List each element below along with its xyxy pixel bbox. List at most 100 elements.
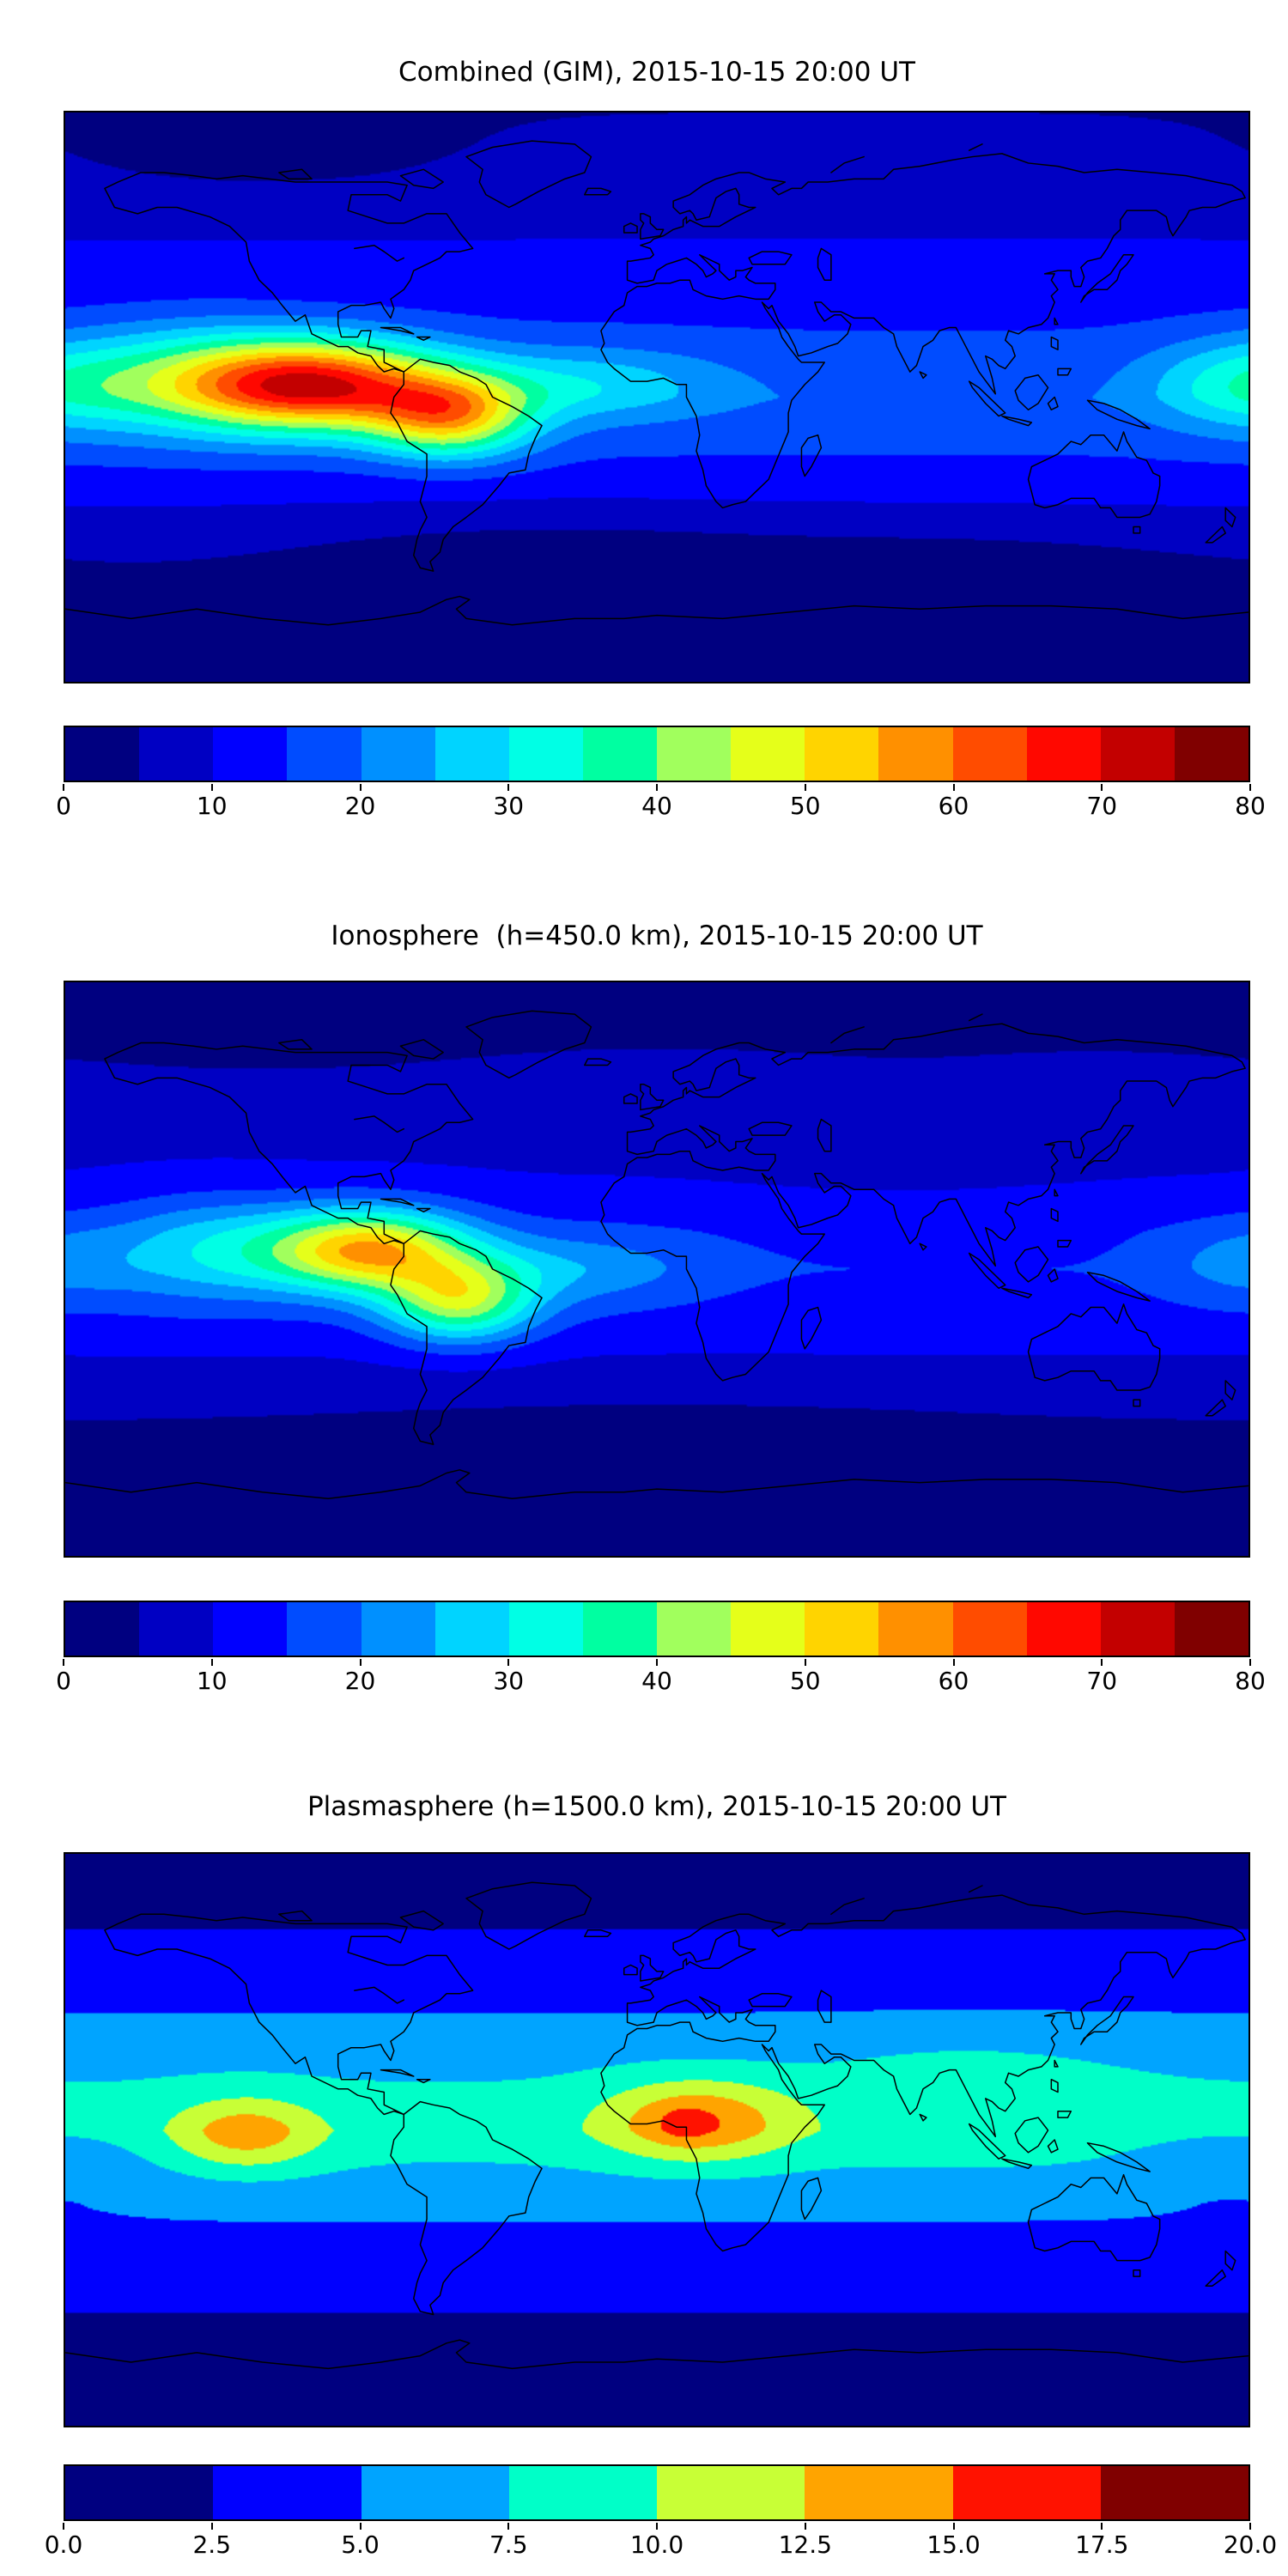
colorbar-tick-label: 40 [641, 792, 672, 820]
colorbar-segment [1026, 1602, 1101, 1656]
colorbar-tick-label: 5.0 [341, 2530, 380, 2559]
colorbar-tick-label: 60 [938, 792, 969, 820]
colorbar-segment [878, 727, 953, 781]
colorbar-segment [1100, 727, 1175, 781]
colorbar-segment [805, 2466, 953, 2519]
colorbar-segment [1174, 727, 1249, 781]
colorbar-tick-mark [507, 2523, 510, 2530]
colorbar-tick-label: 0 [56, 792, 71, 820]
colorbar-tick-label: 50 [789, 1667, 821, 1695]
colorbar-tick-mark [210, 784, 213, 791]
coastline-overlay [65, 982, 1249, 1556]
colorbar-segment [434, 727, 509, 781]
colorbar-segment [139, 727, 214, 781]
colorbar-segment [1174, 1602, 1249, 1656]
colorbar-segment [213, 1602, 288, 1656]
colorbar-tick-mark [1101, 784, 1103, 791]
colorbar-tick-mark [1101, 2523, 1103, 2530]
coastline-overlay [65, 112, 1249, 682]
colorbar-segment [805, 1602, 879, 1656]
tec-contour-canvas [65, 112, 1249, 682]
colorbar-tick-label: 30 [493, 792, 525, 820]
colorbar-segment [952, 1602, 1027, 1656]
colorbar-tick-mark [210, 1659, 213, 1666]
colorbar-tick-mark [63, 784, 64, 791]
colorbar-tick-mark [1249, 2523, 1251, 2530]
colorbar-tick-label: 50 [789, 792, 821, 820]
colorbar-segment [878, 1602, 953, 1656]
colorbar-tick-mark [63, 2523, 64, 2530]
colorbar-tick-mark [804, 1659, 806, 1666]
colorbar-ticks: 0.0 2.5 5.0 7.5 10.0 12.5 15.0 17.5 20.0 [45, 2523, 1277, 2567]
colorbar-segment [361, 2466, 509, 2519]
colorbar-segment [582, 1602, 657, 1656]
colorbar-tick-mark [656, 784, 658, 791]
colorbar-segment [139, 1602, 214, 1656]
colorbar-tick-mark [507, 784, 510, 791]
colorbar-segment [805, 727, 879, 781]
colorbar-segment [657, 1602, 732, 1656]
colorbar-segment [657, 727, 732, 781]
colorbar-segment [287, 1602, 361, 1656]
colorbar-tick-label: 10 [196, 792, 228, 820]
colorbar-segment [952, 727, 1027, 781]
colorbar-tick-mark [804, 2523, 806, 2530]
colorbar-segment [361, 727, 435, 781]
panel-title: Combined (GIM), 2015-10-15 20:00 UT [398, 57, 915, 88]
colorbar-ticks: 0 10 20 30 40 50 60 70 80 [56, 784, 1266, 829]
colorbar-tick-label: 40 [641, 1667, 672, 1695]
colorbar-tick-label: 70 [1086, 792, 1118, 820]
colorbar-segment [508, 2466, 657, 2519]
colorbar-segment [287, 727, 361, 781]
colorbar-tick-label: 17.5 [1075, 2530, 1129, 2559]
colorbar-tick-mark [210, 2523, 213, 2530]
colorbar-segment [213, 727, 288, 781]
colorbar-tick-mark [1249, 784, 1251, 791]
colorbar-tick-label: 15.0 [927, 2530, 981, 2559]
colorbar-tick-mark [952, 2523, 955, 2530]
colorbar-tick-label: 80 [1235, 1667, 1266, 1695]
colorbar-tick-mark [1249, 1659, 1251, 1666]
colorbar-segment [65, 727, 140, 781]
colorbar-tick-label: 2.5 [192, 2530, 232, 2559]
colorbar-tick-label: 0.0 [44, 2530, 83, 2559]
colorbar-segment [65, 1602, 140, 1656]
map-combined-gim [64, 111, 1250, 683]
tec-contour-canvas [65, 1854, 1249, 2426]
panel-title: Ionosphere (h=450.0 km), 2015-10-15 20:0… [331, 920, 983, 951]
colorbar-segment [361, 1602, 435, 1656]
colorbar-segment [508, 1602, 583, 1656]
colorbar-segment [434, 1602, 509, 1656]
colorbar-segment [1100, 1602, 1175, 1656]
colorbar-tick-label: 10 [196, 1667, 228, 1695]
colorbar-segment [1100, 2466, 1249, 2519]
colorbar-ticks: 0 10 20 30 40 50 60 70 80 [56, 1659, 1266, 1704]
colorbar [64, 726, 1250, 782]
colorbar-tick-label: 80 [1235, 792, 1266, 820]
colorbar-tick-mark [952, 784, 955, 791]
colorbar-tick-label: 0 [56, 1667, 71, 1695]
colorbar-tick-mark [359, 1659, 361, 1666]
colorbar-tick-mark [63, 1659, 64, 1666]
colorbar-segment [213, 2466, 361, 2519]
coastline-overlay [65, 1854, 1249, 2426]
colorbar-tick-label: 60 [938, 1667, 969, 1695]
colorbar-segment [582, 727, 657, 781]
tec-contour-canvas [65, 982, 1249, 1556]
panel-title: Plasmasphere (h=1500.0 km), 2015-10-15 2… [307, 1791, 1006, 1822]
colorbar-segment [952, 2466, 1101, 2519]
colorbar-tick-label: 10.0 [629, 2530, 684, 2559]
colorbar-tick-label: 20.0 [1223, 2530, 1278, 2559]
colorbar [64, 2464, 1250, 2521]
colorbar-segment [508, 727, 583, 781]
colorbar-tick-mark [656, 2523, 658, 2530]
colorbar-tick-label: 30 [493, 1667, 525, 1695]
colorbar-tick-mark [804, 784, 806, 791]
colorbar-tick-mark [1101, 1659, 1103, 1666]
colorbar-tick-mark [359, 784, 361, 791]
colorbar-segment [657, 2466, 805, 2519]
colorbar-segment [731, 1602, 805, 1656]
colorbar-tick-label: 12.5 [778, 2530, 832, 2559]
colorbar-tick-mark [507, 1659, 510, 1666]
colorbar-tick-label: 7.5 [489, 2530, 528, 2559]
